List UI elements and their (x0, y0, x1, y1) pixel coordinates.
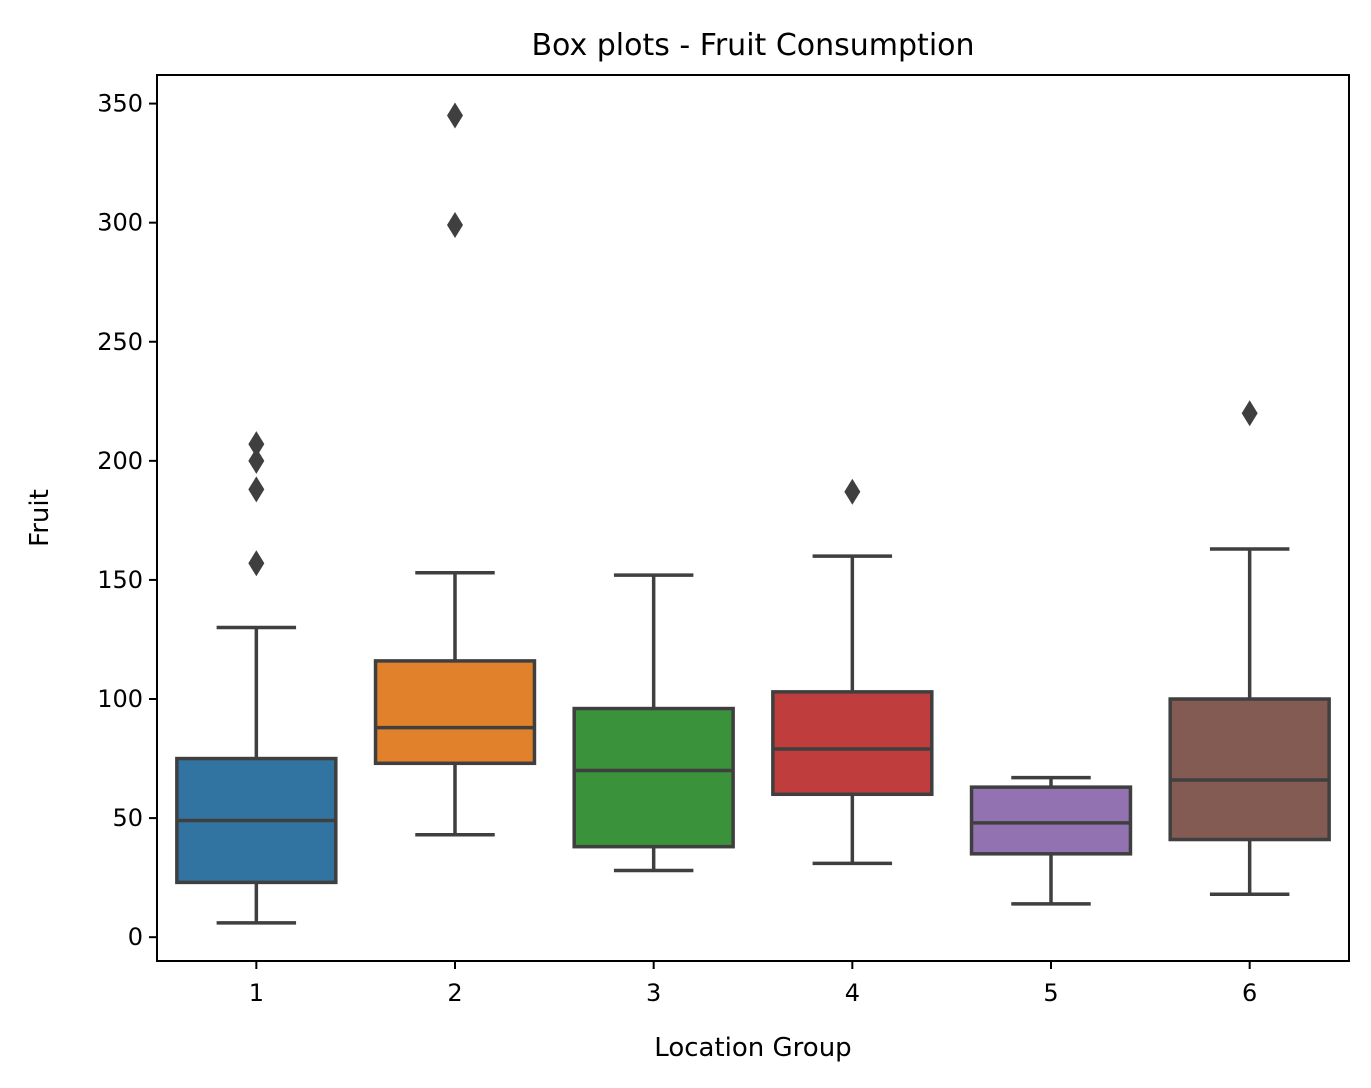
plot-area (175, 102, 1331, 925)
box-iqr (969, 785, 1133, 856)
y-tick-label: 50 (112, 804, 143, 832)
outlier-point (447, 102, 463, 129)
box-iqr (1168, 697, 1331, 842)
y-tick-label: 350 (97, 90, 143, 118)
outlier-point (248, 550, 265, 577)
y-tick-label: 150 (97, 566, 143, 594)
y-tick-label: 250 (97, 328, 143, 356)
box-group-1 (175, 431, 338, 925)
x-axis: 1 2 3 4 5 6 (249, 961, 1257, 1007)
outlier-point (248, 431, 265, 458)
outlier-point (844, 478, 861, 505)
outlier-point (1241, 400, 1258, 427)
y-axis-label: Fruit (25, 489, 55, 547)
box-iqr (373, 659, 537, 766)
box-group-3 (572, 573, 735, 873)
y-axis: 0 50 100 150 200 250 300 350 (97, 90, 157, 951)
box-group-6 (1168, 400, 1331, 897)
box-group-2 (373, 102, 537, 837)
outlier-point (248, 447, 265, 474)
box-group-4 (771, 478, 934, 866)
plot-frame (156, 74, 1350, 962)
outlier-point (248, 476, 265, 503)
x-tick-label: 3 (646, 979, 661, 1007)
y-tick-label: 0 (128, 923, 143, 951)
y-tick-label: 200 (97, 447, 143, 475)
box-group-5 (969, 775, 1133, 906)
box-iqr (771, 690, 934, 797)
y-tick-label: 300 (97, 209, 143, 237)
x-tick-label: 1 (249, 979, 264, 1007)
x-tick-label: 5 (1043, 979, 1058, 1007)
outlier-point (447, 212, 463, 239)
chart-title: Box plots - Fruit Consumption (531, 28, 974, 63)
box-iqr (572, 706, 735, 849)
x-tick-label: 4 (845, 979, 860, 1007)
x-tick-label: 6 (1242, 979, 1257, 1007)
y-tick-label: 100 (97, 685, 143, 713)
x-axis-label: Location Group (654, 1033, 851, 1063)
x-tick-label: 2 (447, 979, 462, 1007)
